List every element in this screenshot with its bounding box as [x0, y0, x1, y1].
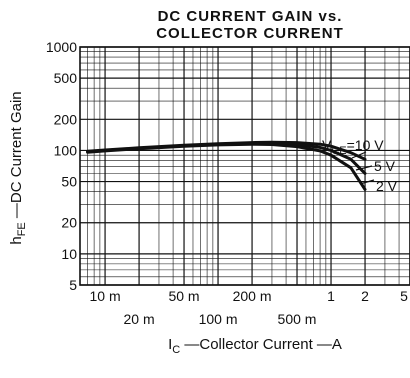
series-label-1-main: V [322, 137, 332, 153]
series-pointer-1 [351, 151, 367, 159]
series-pointer-2 [355, 165, 373, 171]
series-label-2: 5 V [374, 158, 396, 174]
series-label-3: 2 V [376, 178, 398, 194]
series-label-1: VCE=10 V [322, 137, 384, 157]
x-axis-label: IC —Collector Current —A [168, 336, 342, 356]
y-axis-label: hFE —DC Current Gain [8, 91, 28, 244]
plot-frame [79, 46, 410, 286]
y-axis-label-main: h [8, 236, 25, 244]
x-tick-label: 200 m [233, 288, 272, 304]
series-pointer-3 [359, 179, 375, 185]
x-tick-label: 10 m [90, 288, 121, 304]
chart-title-line: DC CURRENT GAIN vs. [158, 8, 343, 25]
y-tick-label: 1000 [46, 39, 77, 55]
y-tick-label: 100 [54, 142, 78, 158]
x-axis-label-rest: —Collector Current —A [180, 336, 342, 353]
y-axis-label-rest: —DC Current Gain [8, 91, 25, 222]
x-tick-label: 1 [327, 288, 335, 304]
y-tick-label: 200 [54, 111, 78, 127]
series-line-3 [86, 142, 367, 191]
y-tick-label: 500 [54, 70, 78, 86]
y-tick-label: 10 [61, 246, 77, 262]
series-curves [86, 140, 367, 191]
labels: DC CURRENT GAIN vs.COLLECTOR CURRENT 1000… [8, 8, 408, 356]
series-label-1-sub: CE [331, 145, 346, 157]
chart-title-line: COLLECTOR CURRENT [156, 25, 344, 42]
x-tick-label: 500 m [278, 311, 317, 327]
x-tick-label: 100 m [199, 311, 238, 327]
grid [79, 46, 410, 286]
x-tick-label: 20 m [124, 311, 155, 327]
y-tick-label: 50 [61, 174, 77, 190]
x-tick-label: 50 m [168, 288, 199, 304]
y-axis-label-sub: FE [16, 222, 28, 236]
x-axis-label-main: I [168, 336, 172, 353]
y-tick-label: 5 [69, 277, 77, 293]
x-axis-label-sub: C [172, 344, 180, 356]
x-tick-label: 2 [361, 288, 369, 304]
x-tick-label: 5 [400, 288, 408, 304]
y-tick-label: 20 [61, 215, 77, 231]
series-label-1-rest: =10 V [347, 137, 385, 153]
